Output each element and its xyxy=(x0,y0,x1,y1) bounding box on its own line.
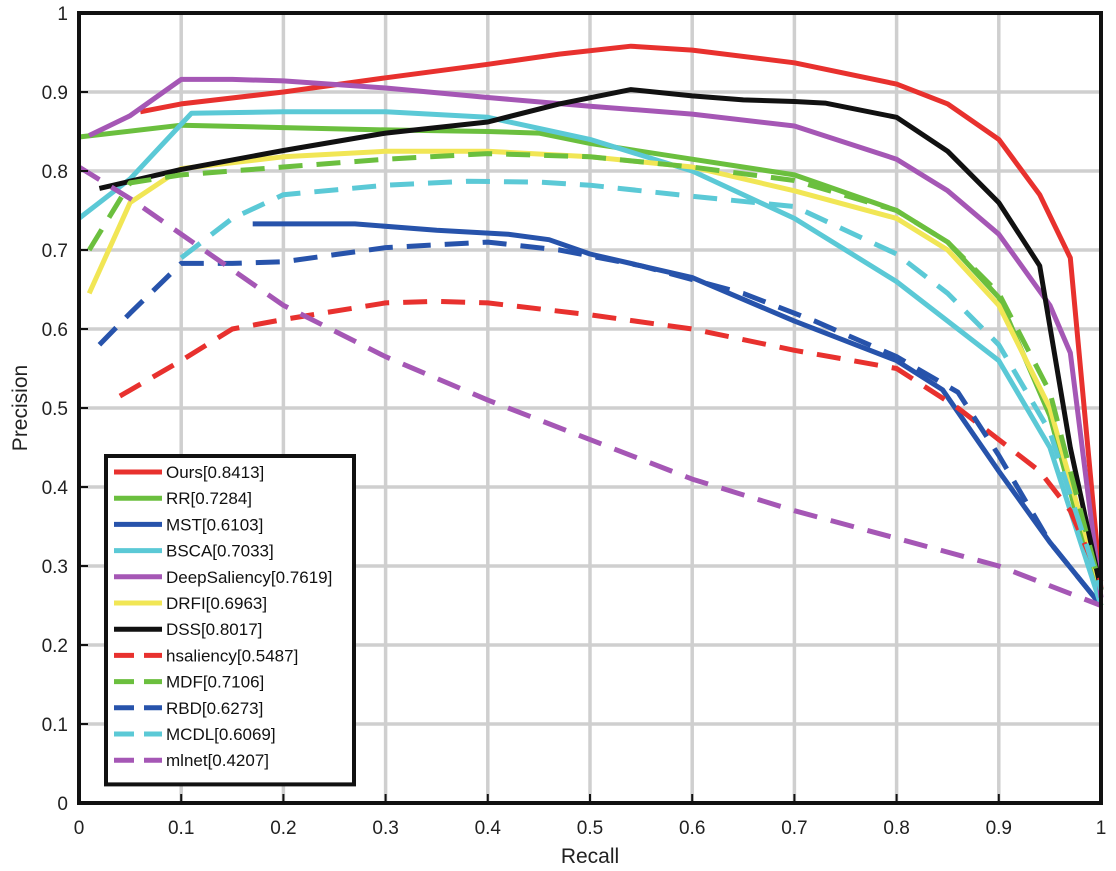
legend-label-1: RR[0.7284] xyxy=(166,489,252,508)
x-tick-label-7: 0.7 xyxy=(781,818,807,839)
y-tick-label-4: 0.4 xyxy=(42,478,69,499)
x-tick-label-10: 1 xyxy=(1096,818,1107,839)
y-tick-label-2: 0.2 xyxy=(42,636,68,657)
y-tick-label-1: 0.1 xyxy=(42,715,68,736)
x-tick-label-0: 0 xyxy=(74,818,85,839)
legend-label-3: BSCA[0.7033] xyxy=(166,542,274,561)
series-line-10 xyxy=(179,178,1104,591)
legend: Ours[0.8413] RR[0.7284] MST[0.6103] BSCA[0.… xyxy=(104,454,356,787)
series-line-11 xyxy=(77,164,1102,608)
x-tick-label-6: 0.6 xyxy=(679,818,705,839)
y-tick-label-9: 0.9 xyxy=(42,83,68,104)
series-line-3 xyxy=(77,109,1104,607)
legend-label-0: Ours[0.8413] xyxy=(166,463,264,482)
series-line-4 xyxy=(88,76,1104,598)
y-tick-label-6: 0.6 xyxy=(42,320,68,341)
series-line-0 xyxy=(139,43,1104,590)
legend-label-10: MCDL[0.6069] xyxy=(166,725,276,744)
legend-label-8: MDF[0.7106] xyxy=(166,673,264,692)
x-axis-label: Recall xyxy=(561,845,619,868)
series-line-9 xyxy=(97,239,1103,608)
series-line-7 xyxy=(118,298,1104,583)
legend-label-4: DeepSaliency[0.7619] xyxy=(166,568,332,587)
y-tick-label-3: 0.3 xyxy=(42,557,68,578)
series-line-1 xyxy=(78,122,1104,607)
x-tick-label-3: 0.3 xyxy=(372,818,398,839)
y-tick-label-5: 0.5 xyxy=(42,399,68,420)
legend-label-7: hsaliency[0.5487] xyxy=(166,646,298,665)
x-tick-label-4: 0.4 xyxy=(475,818,502,839)
legend-label-9: RBD[0.6273] xyxy=(166,699,263,718)
series-layer xyxy=(77,43,1104,608)
legend-label-6: DSS[0.8017] xyxy=(166,620,262,639)
x-tick-label-5: 0.5 xyxy=(577,818,603,839)
y-tick-label-7: 0.7 xyxy=(42,241,68,262)
y-tick-label-8: 0.8 xyxy=(42,162,68,183)
legend-label-5: DRFI[0.6963] xyxy=(166,594,267,613)
y-tick-label-0: 0 xyxy=(57,794,68,815)
legend-label-2: MST[0.6103] xyxy=(166,515,263,534)
series-line-8 xyxy=(87,151,1104,591)
x-tick-label-9: 0.9 xyxy=(986,818,1012,839)
y-tick-label-10: 1 xyxy=(57,4,68,25)
x-tick-label-8: 0.8 xyxy=(883,818,909,839)
axis-ticks: 0 0.1 0.2 0.3 0.4 0.5 0.6 0.7 0.8 0.9 1 0 0.1 0.2 0.3 0… xyxy=(42,4,1107,839)
legend-label-11: mlnet[0.4207] xyxy=(166,751,269,770)
series-line-6 xyxy=(98,87,1104,591)
y-axis-label: Precision xyxy=(9,365,32,451)
x-tick-label-1: 0.1 xyxy=(168,818,194,839)
x-tick-label-2: 0.2 xyxy=(270,818,296,839)
legend-box xyxy=(104,454,356,787)
